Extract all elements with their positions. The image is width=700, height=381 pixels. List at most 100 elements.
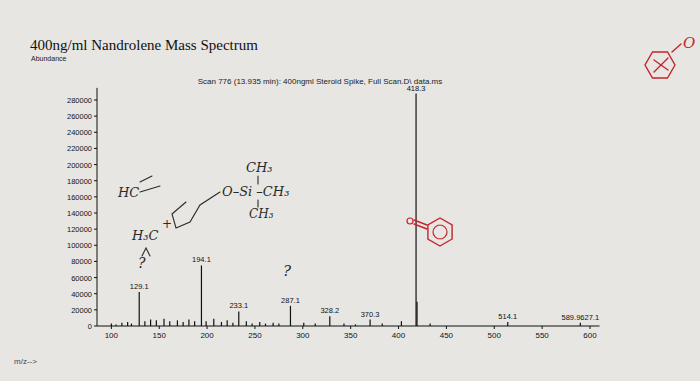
peak [232, 323, 233, 326]
y-tick-label: 100000 [67, 241, 92, 250]
x-tick [494, 326, 495, 329]
peak-label: 328.2 [320, 306, 339, 315]
bond [257, 200, 258, 207]
peak [370, 320, 371, 326]
peak [116, 324, 117, 326]
peak-label: 418.3 [407, 84, 426, 93]
x-tick-label: 350 [344, 331, 358, 340]
peak [131, 324, 132, 326]
paper-shade [0, 0, 700, 381]
x-tick [542, 326, 543, 329]
peak [329, 316, 330, 326]
benzene-ring [433, 225, 447, 239]
x-tick [302, 326, 303, 329]
x-tick-label: 600 [583, 331, 597, 340]
peak-label: 370.3 [361, 310, 380, 319]
x-tick-label: 200 [200, 331, 214, 340]
y-axis [97, 88, 98, 326]
y-axis-label: Abundance [31, 55, 67, 62]
handwritten-note: CH₃ [246, 160, 273, 175]
y-tick-label: 40000 [71, 290, 92, 299]
bond [142, 248, 150, 256]
y-tick-label: 140000 [67, 209, 92, 218]
x-tick [159, 326, 160, 329]
y-tick-label: 180000 [67, 177, 92, 186]
x-tick [207, 326, 208, 329]
peak [177, 320, 178, 326]
benzene-sketch [428, 218, 452, 246]
y-tick [94, 100, 97, 101]
peak [259, 322, 260, 326]
y-tick [94, 132, 97, 133]
oxygen-sketch [407, 218, 413, 224]
peak [139, 292, 140, 326]
y-tick [94, 277, 97, 278]
x-tick [446, 326, 447, 329]
peak [273, 323, 274, 326]
peak [401, 321, 402, 326]
x-tick-label: 550 [535, 331, 549, 340]
y-tick [94, 180, 97, 181]
peak [144, 321, 145, 326]
y-tick-label: 120000 [67, 225, 92, 234]
y-tick-label: 20000 [71, 306, 92, 315]
peak-label: 589.9627.1 [562, 313, 600, 322]
y-tick-label: 280000 [67, 96, 92, 105]
x-axis-label: m/z--> [14, 357, 37, 366]
cross-sketch [654, 58, 668, 72]
x-tick [589, 326, 590, 329]
peak [315, 324, 316, 326]
peak [121, 323, 122, 326]
paper [0, 0, 700, 381]
y-tick [94, 326, 97, 327]
peak [163, 319, 164, 326]
y-tick [94, 213, 97, 214]
peak-label: 233.1 [229, 301, 248, 310]
ring-sketch [172, 192, 220, 228]
handwritten-note: H₃C [131, 228, 159, 243]
handwritten-note: + [162, 217, 172, 231]
y-tick [94, 196, 97, 197]
x-tick-label: 400 [392, 331, 406, 340]
peak [194, 321, 195, 326]
x-tick-label: 150 [153, 331, 167, 340]
bond [140, 186, 160, 192]
peak [507, 322, 508, 326]
peak [213, 319, 214, 326]
y-tick-label: 0 [88, 322, 92, 331]
x-tick [350, 326, 351, 329]
peak [580, 323, 581, 326]
handwritten-note: HC [117, 185, 139, 200]
handwritten-note: ? [138, 255, 146, 271]
peak [227, 320, 228, 326]
bond-sketch [672, 44, 681, 52]
bond [140, 176, 152, 182]
peak-label: 129.1 [130, 282, 149, 291]
peak [343, 324, 344, 326]
peak-label: 514.1 [498, 312, 517, 321]
title: 400ng/ml Nandrolene Mass Spectrum [30, 37, 258, 53]
y-tick-label: 240000 [67, 128, 92, 137]
y-tick [94, 229, 97, 230]
peak [303, 323, 304, 326]
peak [206, 321, 207, 326]
y-tick-label: 220000 [67, 144, 92, 153]
bond [257, 176, 258, 184]
peak [188, 320, 189, 326]
peak [251, 324, 252, 326]
y-tick [94, 164, 97, 165]
cyclohexane-sketch [645, 52, 675, 78]
y-tick-label: 160000 [67, 193, 92, 202]
peak [201, 265, 202, 326]
y-tick [94, 148, 97, 149]
handwritten-note: O–Si –CH₃ [222, 184, 289, 199]
y-tick-label: 200000 [67, 161, 92, 170]
peak-label: 287.1 [281, 296, 300, 305]
peak [111, 324, 112, 326]
y-tick-label: 60000 [71, 274, 92, 283]
peak [246, 321, 247, 326]
x-tick-label: 250 [248, 331, 262, 340]
x-tick-label: 100 [105, 331, 119, 340]
x-tick [254, 326, 255, 329]
x-tick [111, 326, 112, 329]
